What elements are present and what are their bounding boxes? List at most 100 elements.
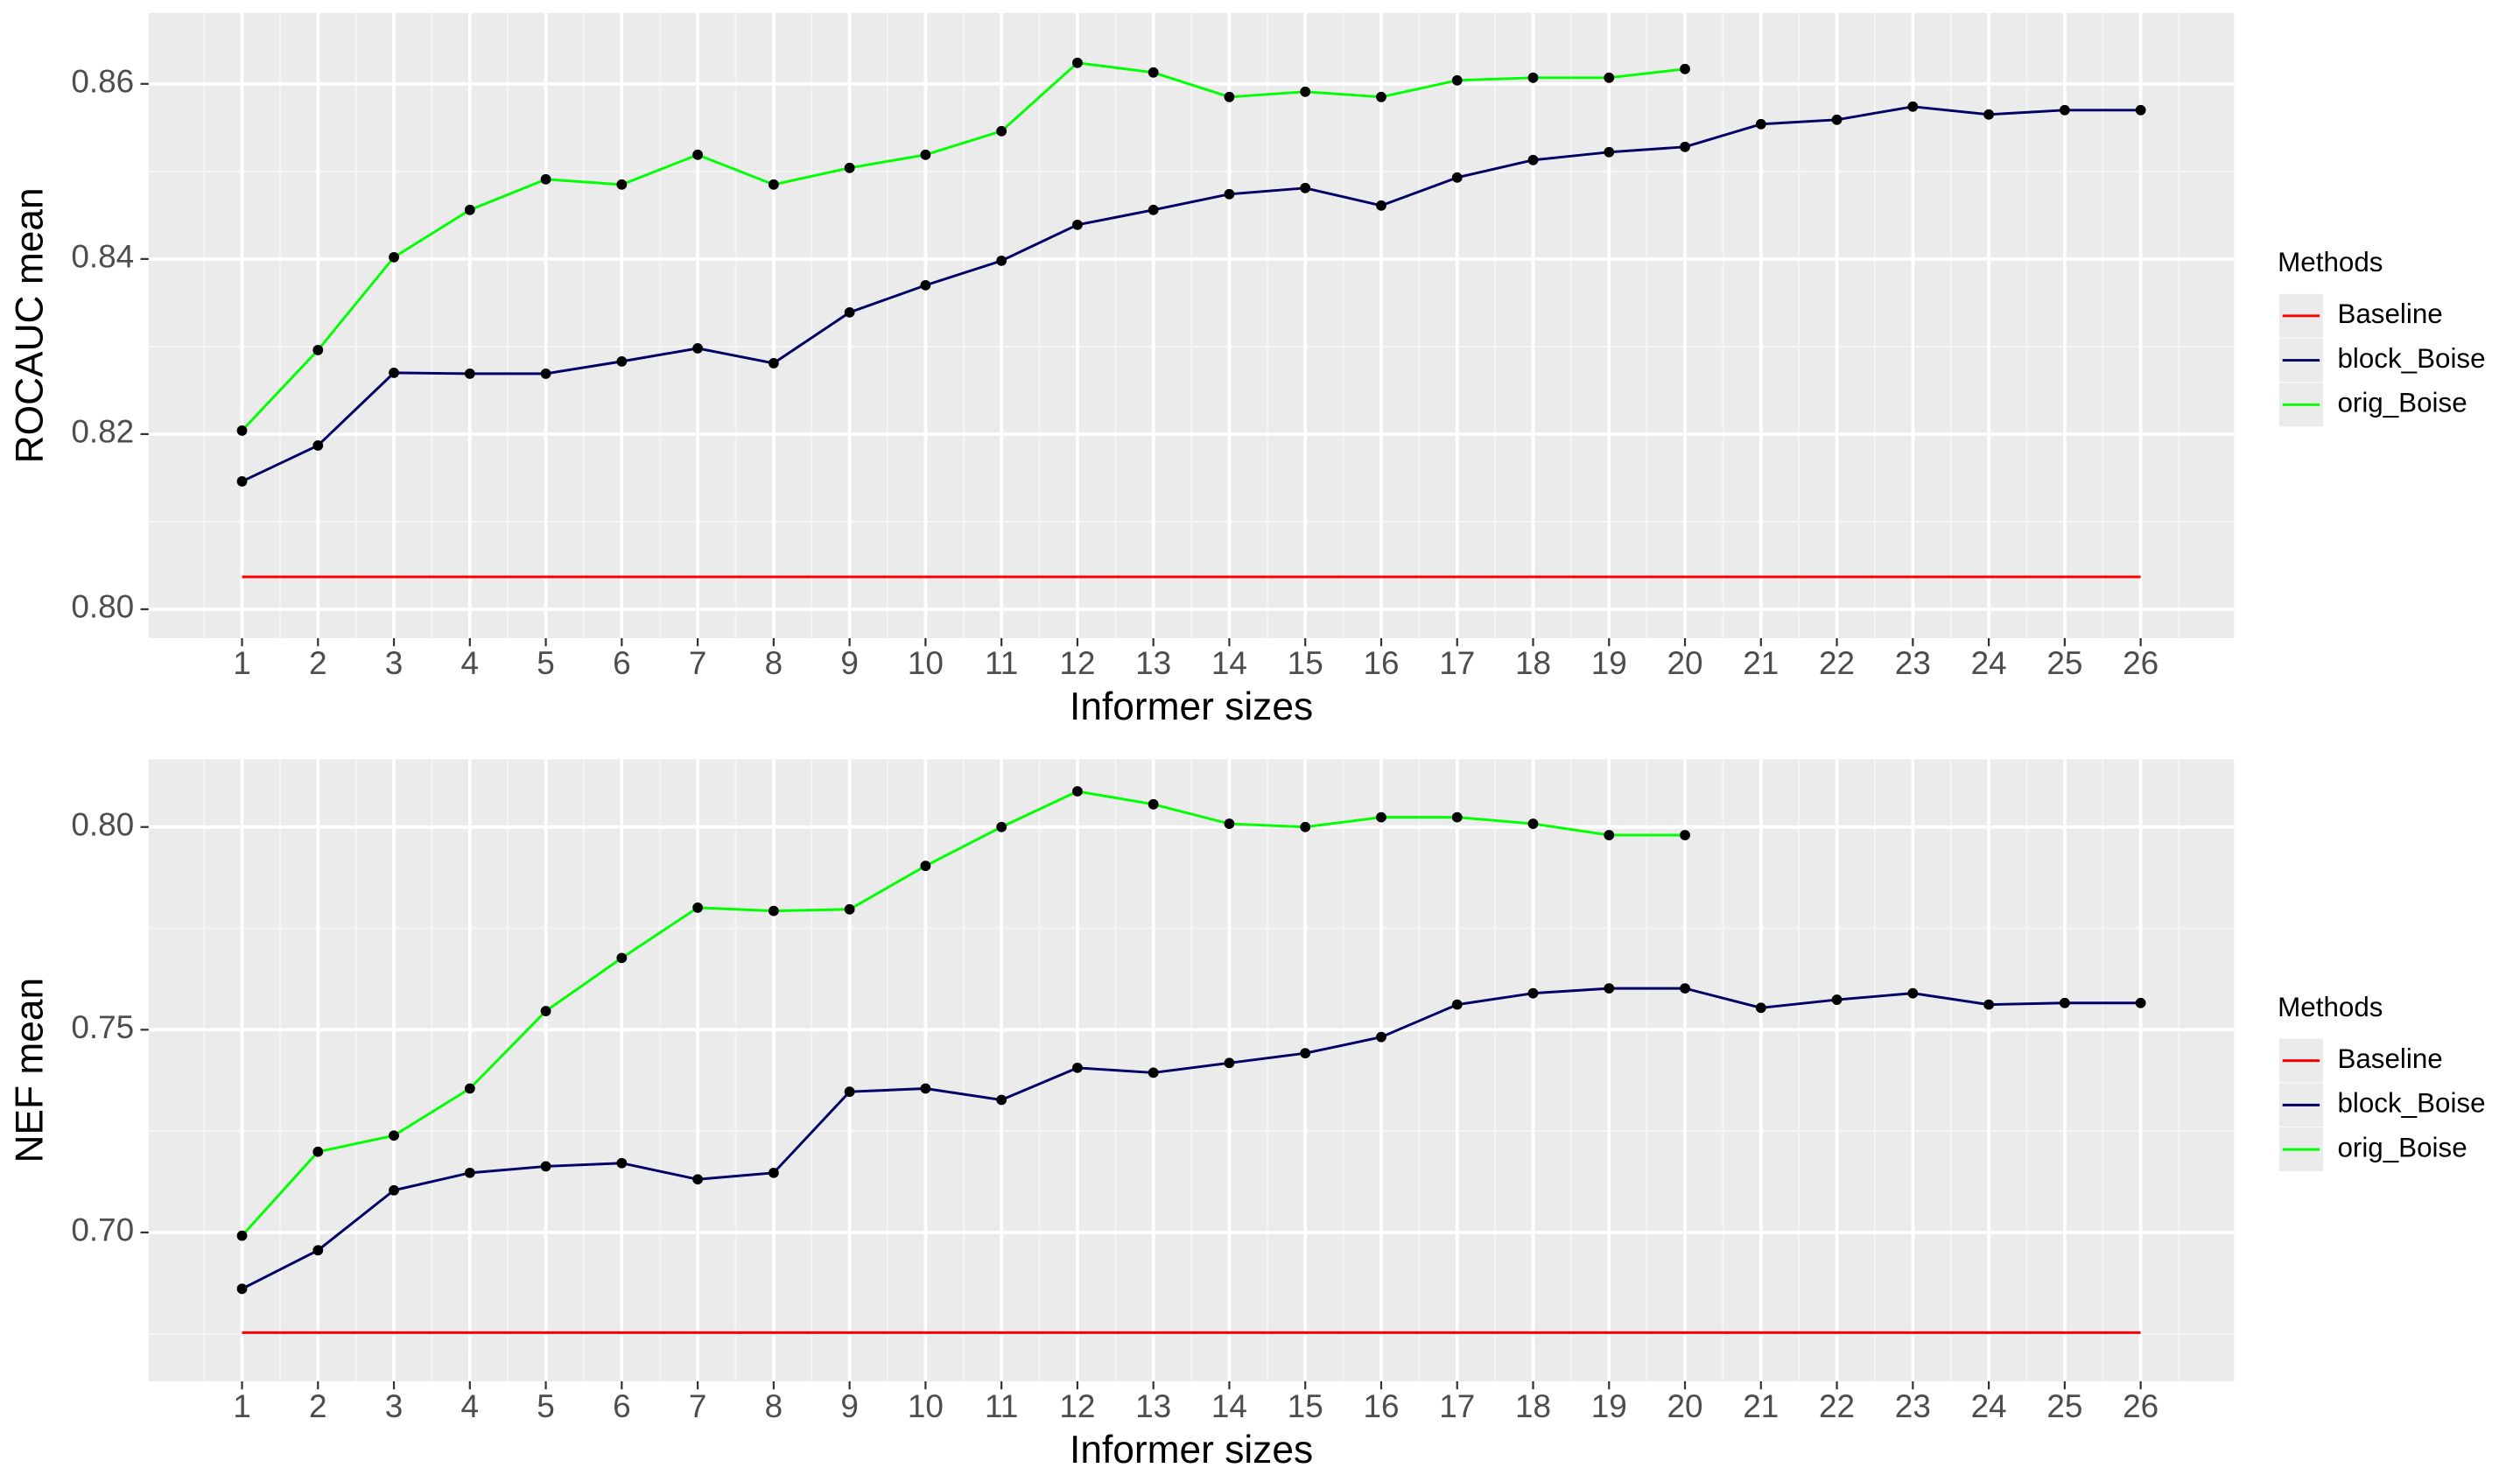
- data-point: [1148, 204, 1159, 215]
- x-tick-label: 13: [1135, 645, 1171, 681]
- data-point: [996, 125, 1007, 137]
- data-point: [1680, 141, 1690, 152]
- x-tick-label: 19: [1591, 645, 1627, 681]
- x-tick-label: 12: [1059, 1388, 1095, 1424]
- data-point: [389, 367, 399, 378]
- x-tick-label: 4: [461, 645, 480, 681]
- x-tick-label: 17: [1439, 645, 1475, 681]
- data-point: [464, 204, 475, 215]
- x-tick-label: 14: [1211, 1388, 1247, 1424]
- y-tick-label: 0.86: [71, 64, 134, 100]
- y-tick-label: 0.82: [71, 414, 134, 450]
- data-point: [464, 1083, 475, 1094]
- data-point: [312, 344, 324, 355]
- data-point: [1224, 818, 1235, 829]
- data-point: [2135, 997, 2146, 1008]
- data-point: [1680, 983, 1690, 994]
- data-point: [1072, 786, 1083, 797]
- data-point: [540, 368, 551, 379]
- x-tick-label: 16: [1363, 1388, 1399, 1424]
- data-point: [768, 1167, 779, 1178]
- data-point: [236, 476, 248, 487]
- x-tick-label: 5: [537, 1388, 555, 1424]
- x-tick-label: 14: [1211, 645, 1247, 681]
- data-point: [844, 162, 855, 173]
- data-point: [1300, 86, 1311, 97]
- data-point: [1680, 63, 1690, 74]
- x-tick-label: 26: [2123, 1388, 2158, 1424]
- series-line: [241, 987, 2141, 1290]
- data-point: [616, 179, 628, 190]
- data-point: [1680, 830, 1690, 840]
- data-point: [1300, 182, 1311, 193]
- x-tick-label: 24: [1971, 645, 2007, 681]
- x-tick-label: 17: [1439, 1388, 1475, 1424]
- x-tick-label: 9: [840, 645, 859, 681]
- x-tick-label: 7: [689, 1388, 707, 1424]
- x-tick-label: 18: [1515, 645, 1551, 681]
- data-point: [616, 355, 628, 367]
- data-point: [616, 1157, 628, 1169]
- series-line: [241, 61, 1686, 432]
- data-point: [692, 903, 704, 913]
- data-point: [616, 952, 628, 964]
- legend-title: Methods: [2278, 992, 2383, 1022]
- x-tick-label: 19: [1591, 1388, 1627, 1424]
- data-point: [464, 1167, 475, 1178]
- x-tick-label: 15: [1288, 1388, 1323, 1424]
- data-point: [1527, 818, 1539, 829]
- data-point: [768, 905, 779, 917]
- x-tick-label: 23: [1895, 1388, 1931, 1424]
- x-tick-label: 20: [1667, 645, 1703, 681]
- y-tick-label: 0.80: [71, 589, 134, 625]
- data-point: [312, 1146, 324, 1157]
- data-point: [236, 1283, 248, 1295]
- x-tick-label: 25: [2046, 1388, 2082, 1424]
- data-point: [844, 1086, 855, 1098]
- x-tick-label: 23: [1895, 645, 1931, 681]
- legend-label: Baseline: [2337, 299, 2442, 329]
- x-tick-label: 1: [233, 645, 251, 681]
- y-tick-label: 0.70: [71, 1212, 134, 1248]
- data-point: [1907, 987, 1919, 999]
- x-tick-label: 21: [1743, 645, 1779, 681]
- data-point: [1072, 57, 1083, 68]
- x-tick-label: 22: [1819, 645, 1855, 681]
- data-point: [1527, 154, 1539, 165]
- data-point: [2135, 104, 2146, 116]
- data-point: [920, 860, 931, 872]
- legend-label: block_Boise: [2337, 343, 2485, 374]
- data-point: [844, 306, 855, 318]
- x-tick-label: 9: [840, 1388, 859, 1424]
- data-point: [1604, 830, 1615, 840]
- x-tick-label: 11: [985, 645, 1018, 681]
- x-tick-label: 21: [1743, 1388, 1779, 1424]
- data-point: [312, 440, 324, 451]
- data-point: [996, 255, 1007, 266]
- data-point: [692, 342, 704, 354]
- data-point: [464, 368, 475, 379]
- data-point: [768, 179, 779, 190]
- data-point: [1072, 1062, 1083, 1073]
- data-point: [1604, 983, 1615, 994]
- panel: [148, 12, 2235, 638]
- data-point: [1148, 1067, 1159, 1078]
- data-point: [1376, 811, 1386, 823]
- x-tick-label: 25: [2046, 645, 2082, 681]
- legend-label: orig_Boise: [2337, 1132, 2467, 1162]
- data-point: [1831, 994, 1843, 1005]
- data-point: [1148, 798, 1159, 810]
- x-tick-label: 5: [537, 645, 555, 681]
- panel: [148, 759, 2235, 1381]
- x-tick-label: 6: [613, 645, 631, 681]
- x-tick-label: 2: [309, 1388, 327, 1424]
- data-point: [1376, 91, 1386, 102]
- legend-label: block_Boise: [2337, 1088, 2485, 1119]
- data-point: [1527, 987, 1539, 999]
- legend-label: orig_Boise: [2337, 388, 2467, 418]
- data-point: [1451, 172, 1463, 183]
- data-point: [389, 1130, 399, 1141]
- legend-label: Baseline: [2337, 1043, 2442, 1074]
- data-point: [1224, 188, 1235, 200]
